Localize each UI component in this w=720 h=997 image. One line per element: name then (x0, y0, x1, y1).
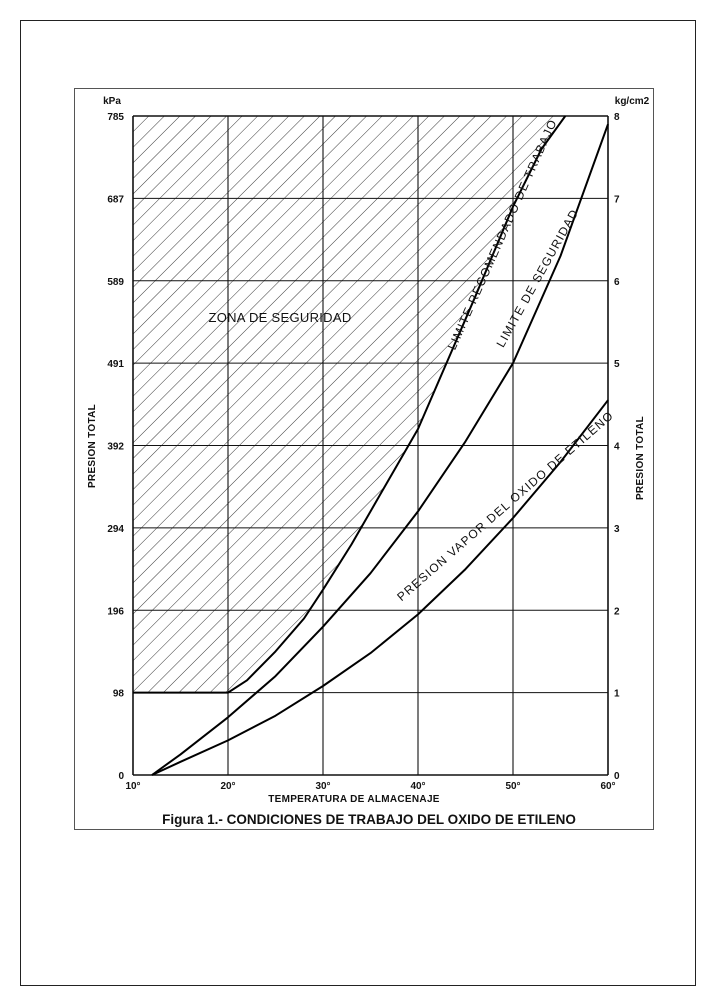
figure-caption: Figura 1.- CONDICIONES DE TRABAJO DEL OX… (162, 812, 576, 827)
curve-limite-seguridad (151, 123, 609, 776)
y-left-tick-label: 589 (107, 277, 124, 288)
y-left-tick-label: 0 (118, 771, 124, 782)
curve-limite-recomendado (133, 115, 567, 694)
y-axis-left-title: PRESION TOTAL (87, 404, 98, 488)
y-right-tick-label: 2 (614, 606, 620, 617)
y-right-tick-label: 1 (614, 689, 620, 700)
curves (133, 115, 609, 776)
y-left-tick-label: 491 (107, 359, 124, 370)
grid-lines (132, 115, 609, 776)
tick-labels: 0 98 196 294 392 491 589 687 785 0 1 2 3 4 5 6 7 8 10° 20° 3… (107, 112, 620, 792)
safety-zone-label: ZONA DE SEGURIDAD (208, 310, 351, 325)
y-left-tick-label: 687 (107, 194, 124, 205)
y-right-tick-label: 7 (614, 194, 620, 205)
y-right-tick-label: 0 (614, 771, 620, 782)
figure-frame (74, 88, 654, 830)
safety-zone-hatching (133, 116, 566, 693)
x-tick-label: 10° (125, 781, 140, 792)
x-tick-label: 40° (410, 781, 425, 792)
x-tick-label: 50° (505, 781, 520, 792)
y-right-tick-label: 4 (614, 442, 620, 453)
safety-zone-area (133, 116, 566, 693)
x-tick-label: 60° (600, 781, 615, 792)
left-unit-label: kPa (103, 96, 121, 107)
x-tick-label: 20° (220, 781, 235, 792)
y-left-tick-label: 98 (113, 689, 125, 700)
y-left-tick-label: 294 (107, 524, 124, 535)
y-right-tick-label: 6 (614, 277, 620, 288)
right-unit-label: kg/cm2 (615, 96, 650, 107)
y-left-tick-label: 785 (107, 112, 124, 123)
y-axis-right-title: PRESION TOTAL (635, 416, 646, 500)
x-tick-label: 30° (315, 781, 330, 792)
y-left-tick-label: 392 (107, 442, 124, 453)
x-axis-title: TEMPERATURA DE ALMACENAJE (268, 794, 440, 805)
y-left-tick-label: 196 (107, 606, 124, 617)
curve-label-3: PRESION VAPOR DEL OXIDO DE ETILENO (394, 408, 616, 604)
y-right-tick-label: 3 (614, 524, 620, 535)
page-border (20, 20, 696, 986)
y-right-tick-label: 8 (614, 112, 620, 123)
y-right-tick-label: 5 (614, 359, 620, 370)
curve-presion-vapor (151, 399, 609, 776)
